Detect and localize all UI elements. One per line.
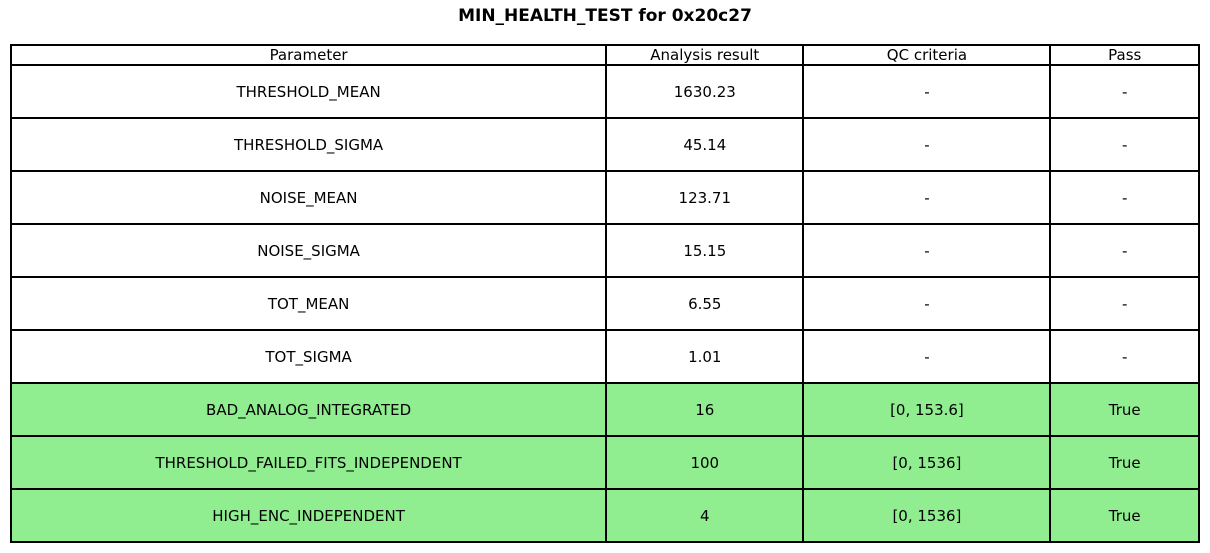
- cell-analysis-result: 16: [605, 382, 805, 437]
- cell-qc-criteria: -: [802, 329, 1052, 384]
- cell-qc-criteria: -: [802, 117, 1052, 172]
- column-header-pass: Pass: [1049, 44, 1200, 66]
- qc-results-table: Parameter Analysis result QC criteria Pa…: [9, 44, 1200, 543]
- cell-pass: -: [1049, 276, 1200, 331]
- cell-parameter: TOT_MEAN: [9, 276, 608, 331]
- cell-qc-criteria: [0, 153.6]: [802, 382, 1052, 437]
- table-row: TOT_SIGMA 1.01- -: [9, 329, 1200, 384]
- cell-parameter: BAD_ANALOG_INTEGRATED: [9, 382, 608, 437]
- column-header-analysis-result: Analysis result: [605, 44, 805, 66]
- cell-analysis-result: 6.55: [605, 276, 805, 331]
- cell-qc-criteria: -: [802, 64, 1052, 119]
- column-header-parameter: Parameter: [9, 44, 608, 66]
- cell-analysis-result: 45.14: [605, 117, 805, 172]
- cell-parameter: NOISE_MEAN: [9, 170, 608, 225]
- cell-analysis-result: 1630.23: [605, 64, 805, 119]
- cell-analysis-result: 1.01: [605, 329, 805, 384]
- cell-pass: -: [1049, 117, 1200, 172]
- column-header-qc-criteria: QC criteria: [802, 44, 1052, 66]
- cell-parameter: THRESHOLD_MEAN: [9, 64, 608, 119]
- cell-qc-criteria: [0, 1536]: [802, 488, 1052, 543]
- cell-pass: True: [1049, 435, 1200, 490]
- cell-parameter: NOISE_SIGMA: [9, 223, 608, 278]
- table-row: NOISE_MEAN 123.71- -: [9, 170, 1200, 225]
- cell-pass: -: [1049, 170, 1200, 225]
- figure-title: MIN_HEALTH_TEST for 0x20c27: [458, 6, 752, 26]
- cell-parameter: THRESHOLD_FAILED_FITS_INDEPENDENT: [9, 435, 608, 490]
- table-row: THRESHOLD_FAILED_FITS_INDEPENDENT 100 [0, …: [9, 435, 1200, 490]
- cell-qc-criteria: -: [802, 170, 1052, 225]
- cell-pass: True: [1049, 488, 1200, 543]
- table-row: NOISE_SIGMA 15.15- -: [9, 223, 1200, 278]
- cell-qc-criteria: [0, 1536]: [802, 435, 1052, 490]
- cell-pass: -: [1049, 64, 1200, 119]
- table-row: HIGH_ENC_INDEPENDENT 4 [0, 1536] True: [9, 488, 1200, 543]
- cell-parameter: TOT_SIGMA: [9, 329, 608, 384]
- cell-pass: -: [1049, 329, 1200, 384]
- table-row: BAD_ANALOG_INTEGRATED 16 [0, 153.6] True: [9, 382, 1200, 437]
- header-row: Parameter Analysis result QC criteria Pa…: [9, 44, 1200, 66]
- table-row: THRESHOLD_MEAN 1630.23- -: [9, 64, 1200, 119]
- cell-pass: -: [1049, 223, 1200, 278]
- cell-qc-criteria: -: [802, 276, 1052, 331]
- table-row: THRESHOLD_SIGMA 45.14- -: [9, 117, 1200, 172]
- cell-parameter: THRESHOLD_SIGMA: [9, 117, 608, 172]
- cell-analysis-result: 100: [605, 435, 805, 490]
- cell-qc-criteria: -: [802, 223, 1052, 278]
- cell-parameter: HIGH_ENC_INDEPENDENT: [9, 488, 608, 543]
- table-row: TOT_MEAN 6.55- -: [9, 276, 1200, 331]
- cell-analysis-result: 4: [605, 488, 805, 543]
- cell-analysis-result: 123.71: [605, 170, 805, 225]
- cell-analysis-result: 15.15: [605, 223, 805, 278]
- cell-pass: True: [1049, 382, 1200, 437]
